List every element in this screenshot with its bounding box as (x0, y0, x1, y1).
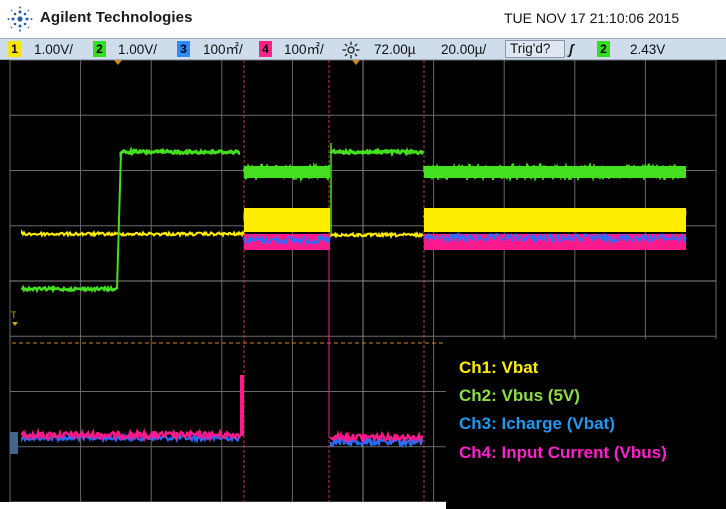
title-bar: Agilent Technologies TUE NOV 17 21:10:06… (0, 0, 726, 38)
trigger-level[interactable]: 2.43V (630, 42, 666, 57)
ch2-band (244, 166, 330, 178)
ch2-edge (116, 151, 122, 290)
legend-ch1: Ch1: Vbat (459, 358, 539, 377)
ch2-trace (329, 147, 425, 158)
ch1-badge[interactable]: 1 (8, 41, 21, 57)
trigger-source-badge[interactable]: 2 (597, 41, 610, 57)
ch4-step (240, 375, 244, 436)
trigger-status: Trig'd? (505, 40, 565, 58)
ch3-scale[interactable]: 100㎡/ (203, 42, 243, 57)
channel-status-bar: 1 1.00V/ 2 1.00V/ 3 100㎡/ 4 100㎡/ 72.00µ… (0, 38, 726, 60)
ch4-scale[interactable]: 100㎡/ (284, 42, 324, 57)
ch3-trace (243, 233, 331, 247)
legend-ch4: Ch4: Input Current (Vbus) (459, 443, 667, 462)
ch4-badge[interactable]: 4 (259, 41, 272, 57)
trigger-position-marker (114, 60, 122, 65)
ch1-trace (330, 231, 424, 240)
channel-legend: Ch1: Vbat Ch2: Vbus (5V) Ch3: Icharge (V… (446, 339, 726, 509)
horizontal-delay[interactable]: 72.00µ (374, 42, 416, 57)
ch2-badge[interactable]: 2 (93, 41, 106, 57)
ch2-band (424, 166, 686, 178)
agilent-spark-logo-icon (7, 6, 33, 32)
trigger-level-arrow-icon (12, 322, 18, 326)
channel-ground-markers (10, 432, 18, 454)
timebase[interactable]: 20.00µ/ (441, 42, 487, 57)
ch2-scale[interactable]: 1.00V/ (118, 42, 158, 57)
date-time: TUE NOV 17 21:10:06 2015 (504, 10, 680, 26)
ch3-badge[interactable]: 3 (177, 41, 190, 57)
ch1-trace (423, 207, 687, 229)
ch2-trace (20, 284, 118, 294)
delay-marker (352, 60, 360, 65)
legend-ch2: Ch2: Vbus (5V) (459, 386, 580, 405)
ch4-trace (20, 427, 242, 443)
traces: T (10, 60, 687, 454)
ch1-trace (21, 228, 245, 238)
waveform-display: T Ch1: Vbat Ch2: Vbus (5V) Ch3: Icharge … (0, 60, 726, 509)
ch1-scale[interactable]: 1.00V/ (34, 42, 74, 57)
ch4-trace (329, 429, 424, 444)
ch2-trace (119, 146, 241, 158)
trigger-level-marker: T (11, 310, 17, 320)
ch1-trace (243, 209, 331, 230)
brand-name: Agilent Technologies (40, 9, 193, 26)
ch3-trace (423, 231, 687, 245)
horizontal-delay-icon[interactable] (342, 41, 360, 59)
trigger-slope-icon[interactable]: ʃ (569, 42, 574, 57)
legend-ch3: Ch3: Icharge (Vbat) (459, 414, 615, 433)
